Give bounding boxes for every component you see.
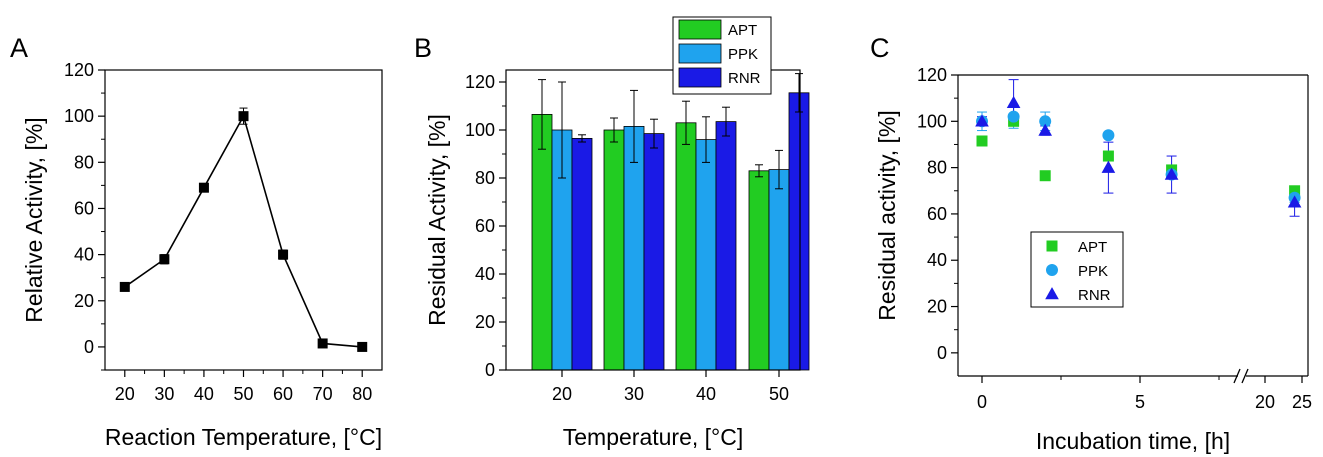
y-tick-label: 40 [475, 264, 495, 284]
x-tick-label: 20 [115, 384, 135, 404]
bar-rnr [715, 121, 737, 371]
legend-label-rnr: RNR [728, 70, 761, 87]
panel-c: C 0 5 20 25 0 20 40 60 80 100 120 Incubation time, [… [870, 33, 1312, 454]
bar-apt [675, 122, 697, 371]
bar-apt [748, 170, 770, 371]
bar-ppk [768, 169, 790, 371]
x-tick-label: 70 [313, 384, 333, 404]
data-point [159, 254, 170, 265]
x-tick-label: 40 [696, 384, 716, 404]
x-tick-label: 60 [273, 384, 293, 404]
legend: APT PPK RNR [672, 16, 772, 95]
panel-a: A 20 30 40 50 60 70 80 0 20 40 60 80 100 120 Reaction T… [10, 33, 383, 450]
x-axis-label: Incubation time, [h] [1036, 428, 1230, 454]
data-point [317, 338, 328, 349]
y-tick-label: 100 [465, 120, 495, 140]
point-rnr [1101, 160, 1116, 173]
x-tick-label: 20 [552, 384, 572, 404]
plot-frame [505, 69, 801, 371]
legend-label-apt: APT [728, 22, 757, 39]
x-tick-label: 30 [624, 384, 644, 404]
x-tick-label: 40 [194, 384, 214, 404]
x-tick-label: 50 [233, 384, 253, 404]
bar-apt [531, 114, 553, 371]
bar-rnr [571, 137, 593, 371]
y-tick-label: 60 [927, 204, 947, 224]
point-rnr [1006, 95, 1021, 108]
legend-label-ppk: PPK [1078, 263, 1108, 280]
point-ppk [1039, 115, 1052, 128]
x-tick-label: 30 [154, 384, 174, 404]
y-tick-label: 60 [475, 216, 495, 236]
x-axis-label: Reaction Temperature, [°C] [105, 424, 382, 450]
y-tick-label: 100 [64, 106, 94, 126]
y-tick-label: 20 [74, 291, 94, 311]
y-tick-label: 0 [485, 360, 495, 380]
x-tick-label: 25 [1292, 392, 1312, 412]
y-axis-label: Residual activity, [%] [874, 110, 900, 320]
y-tick-label: 100 [917, 111, 947, 131]
y-tick-label: 120 [64, 60, 94, 80]
point-apt [1289, 185, 1301, 197]
panel-label-b: B [414, 33, 432, 63]
data-line [124, 114, 363, 348]
y-axis-label: Residual Activity, [%] [424, 114, 450, 326]
legend-marker-apt [1046, 240, 1058, 252]
point-apt [1102, 150, 1114, 162]
legend-swatch-rnr [678, 67, 722, 88]
y-tick-label: 0 [84, 337, 94, 357]
axis-break-mark [1233, 368, 1241, 384]
legend-label-ppk: PPK [728, 46, 758, 63]
legend-swatch-apt [678, 19, 722, 40]
x-tick-label: 0 [977, 392, 987, 412]
point-apt [976, 135, 988, 147]
bar-rnr [643, 133, 665, 371]
data-point [198, 182, 209, 193]
y-tick-label: 60 [74, 198, 94, 218]
y-tick-label: 0 [937, 343, 947, 363]
legend: APT PPK RNR [1030, 231, 1124, 308]
x-tick-label: 20 [1255, 392, 1275, 412]
x-axis-label: Temperature, [°C] [563, 424, 744, 450]
y-tick-label: 40 [74, 245, 94, 265]
data-point [357, 341, 368, 352]
y-tick-label: 20 [927, 297, 947, 317]
y-tick-label: 80 [927, 158, 947, 178]
bar-rnr [788, 92, 810, 371]
legend-marker-ppk [1046, 264, 1058, 276]
x-tick-label: 80 [352, 384, 372, 404]
x-tick-label: 50 [769, 384, 789, 404]
y-tick-label: 80 [475, 168, 495, 188]
point-ppk [1102, 129, 1115, 142]
point-rnr [1287, 195, 1302, 208]
axis-break-mark [1241, 368, 1249, 384]
legend-label-rnr: RNR [1078, 287, 1111, 304]
legend-label-apt: APT [1078, 239, 1107, 256]
legend-marker-rnr [1045, 287, 1059, 300]
point-ppk [1007, 110, 1020, 123]
y-tick-label: 80 [74, 152, 94, 172]
y-axis-label: Relative Activity, [%] [21, 117, 47, 322]
y-tick-label: 120 [917, 65, 947, 85]
bar-ppk [623, 126, 645, 371]
data-point [278, 249, 289, 260]
point-rnr [975, 114, 989, 127]
point-apt [1039, 170, 1051, 182]
bar-apt [603, 129, 625, 371]
panel-b: B 20 30 40 50 0 20 40 60 80 100 120 Temperature, [°C… [414, 16, 810, 450]
x-tick-label: 5 [1135, 392, 1145, 412]
y-tick-label: 20 [475, 312, 495, 332]
point-rnr [1164, 167, 1179, 180]
data-point [238, 111, 249, 122]
panel-label-c: C [870, 33, 890, 63]
panel-label-a: A [10, 33, 28, 63]
point-rnr [1038, 123, 1053, 136]
y-tick-label: 120 [465, 72, 495, 92]
data-point [119, 281, 130, 292]
legend-swatch-ppk [678, 43, 722, 64]
bar-ppk [695, 139, 717, 371]
y-tick-label: 40 [927, 250, 947, 270]
